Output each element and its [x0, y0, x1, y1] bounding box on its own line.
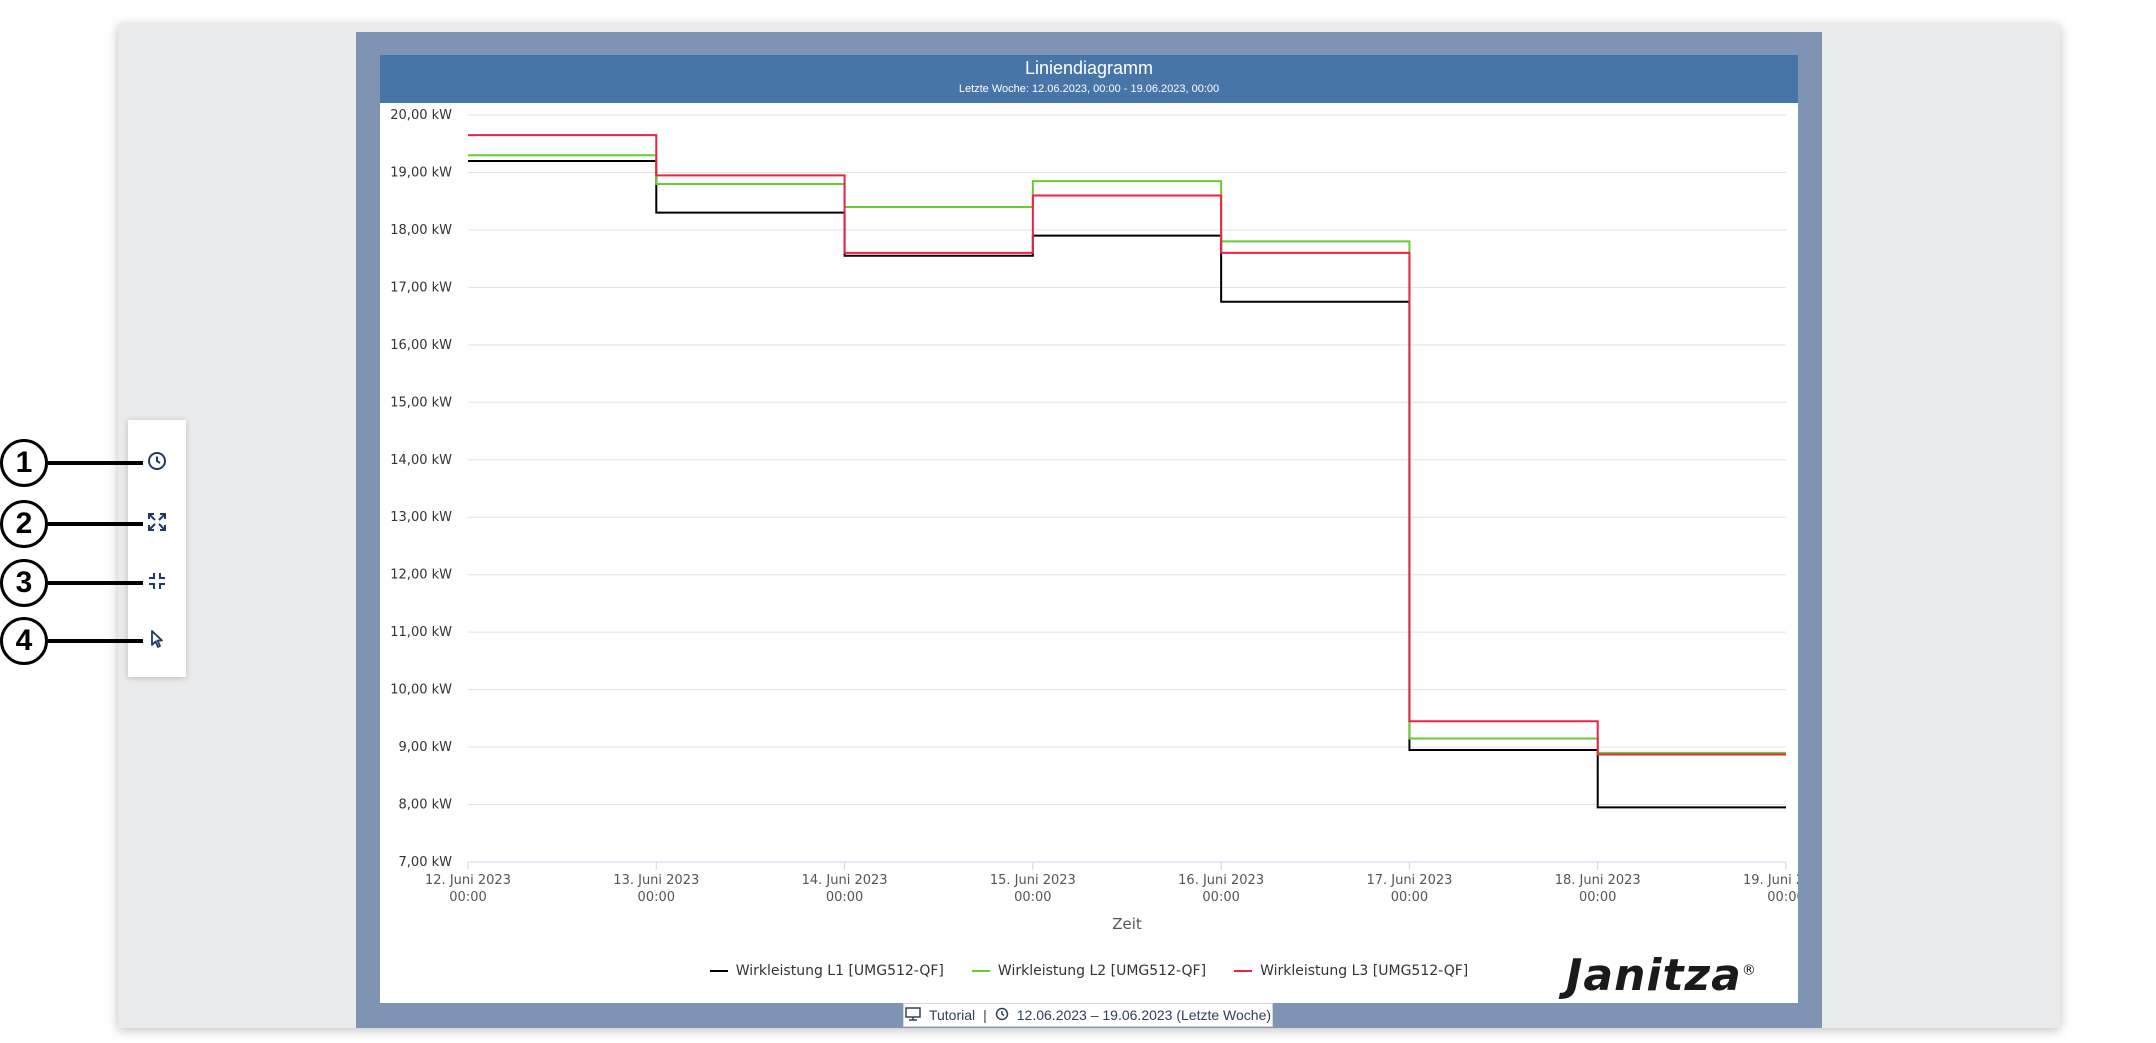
- series-line-l1: [468, 159, 1786, 809]
- y-tick-label: 10,00 kW: [390, 683, 452, 698]
- x-tick-label: 00:00: [1014, 890, 1051, 905]
- legend-item-l3[interactable]: Wirkleistung L3 [UMG512-QF]: [1234, 959, 1468, 983]
- callout-line-1: [48, 461, 143, 465]
- status-separator: |: [983, 1007, 987, 1023]
- chart-header: Liniendiagramm Letzte Woche: 12.06.2023,…: [380, 55, 1798, 103]
- chart-subtitle: Letzte Woche: 12.06.2023, 00:00 - 19.06.…: [958, 83, 1220, 95]
- y-tick-label: 7,00 kW: [399, 855, 453, 870]
- callout-line-4: [48, 639, 143, 643]
- y-tick-label: 8,00 kW: [399, 798, 453, 813]
- series-line-l3: [468, 134, 1786, 756]
- legend-label: Wirkleistung L2 [UMG512-QF]: [997, 963, 1207, 979]
- expand-icon: [147, 512, 167, 536]
- legend-label: Wirkleistung L3 [UMG512-QF]: [1260, 963, 1469, 979]
- y-tick-label: 13,00 kW: [390, 510, 452, 525]
- x-tick-label: 14. Juni 2023: [802, 873, 888, 888]
- y-tick-label: 12,00 kW: [390, 568, 452, 583]
- x-tick-label: 00:00: [1391, 890, 1428, 905]
- legend-swatch: [1234, 970, 1253, 972]
- cursor-icon: [148, 629, 166, 653]
- legend-swatch: [709, 970, 728, 972]
- x-tick-label: 00:00: [449, 890, 486, 905]
- chart-title: Liniendiagramm: [1024, 58, 1154, 78]
- y-tick-label: 15,00 kW: [390, 395, 452, 410]
- legend-label: Wirkleistung L1 [UMG512-QF]: [735, 963, 944, 979]
- x-tick-label: 00:00: [1579, 890, 1616, 905]
- callout-3: 3: [0, 559, 48, 607]
- dashboard-name[interactable]: Tutorial: [928, 1007, 976, 1023]
- y-tick-label: 17,00 kW: [390, 280, 452, 295]
- select-mode-button[interactable]: [142, 626, 172, 656]
- clock-icon: [147, 451, 167, 475]
- x-tick-label: 12. Juni 2023: [425, 873, 511, 888]
- x-tick-label: 00:00: [826, 890, 863, 905]
- y-tick-label: 20,00 kW: [390, 108, 452, 123]
- y-tick-label: 18,00 kW: [390, 223, 452, 238]
- callout-line-3: [48, 581, 143, 585]
- legend-item-l2[interactable]: Wirkleistung L2 [UMG512-QF]: [971, 959, 1207, 983]
- line-chart-widget: Liniendiagramm Letzte Woche: 12.06.2023,…: [380, 55, 1798, 1003]
- chart-plot[interactable]: 20,00 kW 19,00 kW 18,00 kW 17,00 kW 16,00 kW…: [380, 55, 1798, 955]
- x-tick-label: 00:00: [638, 890, 675, 905]
- x-axis-title: Zeit: [1112, 915, 1142, 933]
- janitza-logo: Janitza®: [1566, 950, 1757, 1001]
- x-tick-label: 18. Juni 2023: [1555, 873, 1641, 888]
- x-tick-label: 00:00: [1202, 890, 1239, 905]
- x-tick-label: 19. Juni 2023: [1743, 873, 1798, 888]
- callout-4: 4: [0, 617, 48, 665]
- y-tick-label: 19,00 kW: [390, 165, 452, 180]
- legend-swatch: [971, 970, 990, 972]
- exit-fullscreen-button[interactable]: [142, 568, 172, 598]
- x-tick-label: 13. Juni 2023: [613, 873, 699, 888]
- collapse-icon: [147, 571, 167, 595]
- callout-2: 2: [0, 500, 48, 548]
- series-line-l2: [468, 154, 1786, 754]
- clock-icon: [995, 1007, 1009, 1024]
- time-period-button[interactable]: [142, 448, 172, 478]
- y-tick-label: 14,00 kW: [390, 453, 452, 468]
- y-tick-label: 16,00 kW: [390, 338, 452, 353]
- callout-line-2: [48, 522, 143, 526]
- callout-1: 1: [0, 439, 48, 487]
- x-tick-label: 00:00: [1767, 890, 1798, 905]
- logo-mark: ®: [1741, 962, 1757, 979]
- logo-text: Janitza: [1566, 950, 1742, 1001]
- time-period[interactable]: 12.06.2023 – 19.06.2023 (Letzte Woche): [1016, 1007, 1272, 1023]
- y-tick-label: 11,00 kW: [390, 625, 452, 640]
- status-bar: Tutorial | 12.06.2023 – 19.06.2023 (Letz…: [903, 1003, 1273, 1027]
- chart-legend: Wirkleistung L1 [UMG512-QF] Wirkleistung…: [380, 959, 1798, 983]
- x-tick-label: 16. Juni 2023: [1178, 873, 1264, 888]
- x-tick-label: 17. Juni 2023: [1366, 873, 1452, 888]
- fullscreen-button[interactable]: [142, 509, 172, 539]
- y-tick-label: 9,00 kW: [399, 740, 453, 755]
- legend-item-l1[interactable]: Wirkleistung L1 [UMG512-QF]: [709, 959, 944, 983]
- presentation-icon: [905, 1006, 921, 1024]
- x-tick-label: 15. Juni 2023: [990, 873, 1076, 888]
